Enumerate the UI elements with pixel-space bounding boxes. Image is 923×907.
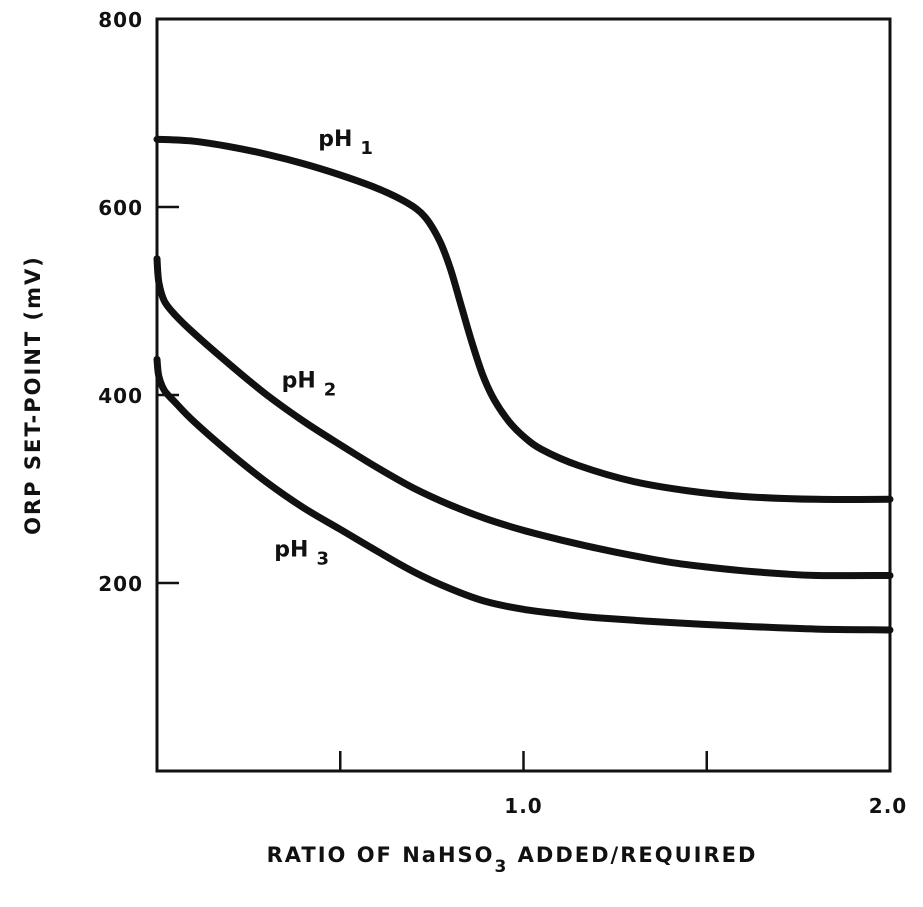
y-tick-label-3: 800 <box>98 8 143 32</box>
y-tick-label-1: 400 <box>98 384 143 408</box>
series-line-ph3 <box>153 355 894 634</box>
y-tick-label-2: 600 <box>98 196 143 220</box>
x-axis-title-sub: 3 <box>495 857 509 877</box>
series-line-ph2 <box>153 255 894 580</box>
series-layer <box>153 135 894 634</box>
tick-marks <box>157 17 892 771</box>
x-axis-title-main: RATIO OF NaHSO <box>267 843 495 867</box>
series-label-main: pH <box>282 368 316 393</box>
series-label-ph2: pH 2 <box>282 368 337 400</box>
series-label-sub: 3 <box>316 549 329 570</box>
series-label-sub: 1 <box>360 138 373 159</box>
series-labels: pH 1 pH 2 pH 3 <box>274 127 373 570</box>
x-axis-title: RATIO OF NaHSO3 ADDED/REQUIRED <box>267 843 758 877</box>
x-tick-label-1: 2.0 <box>869 794 907 818</box>
series-label-main: pH <box>318 127 352 152</box>
x-tick-label-0: 1.0 <box>504 794 542 818</box>
series-label-sub: 2 <box>324 379 337 400</box>
y-axis-title: ORP SET-POINT (mV) <box>21 255 45 535</box>
x-axis-title-rest: ADDED/REQUIRED <box>508 843 757 867</box>
series-label-ph3: pH 3 <box>274 538 329 570</box>
series-line-ph1 <box>153 135 894 504</box>
tick-labels: 1.0 2.0 200 400 600 800 <box>98 8 907 818</box>
series-label-ph1: pH 1 <box>318 127 373 159</box>
y-tick-label-0: 200 <box>98 572 143 596</box>
series-label-main: pH <box>274 538 308 563</box>
